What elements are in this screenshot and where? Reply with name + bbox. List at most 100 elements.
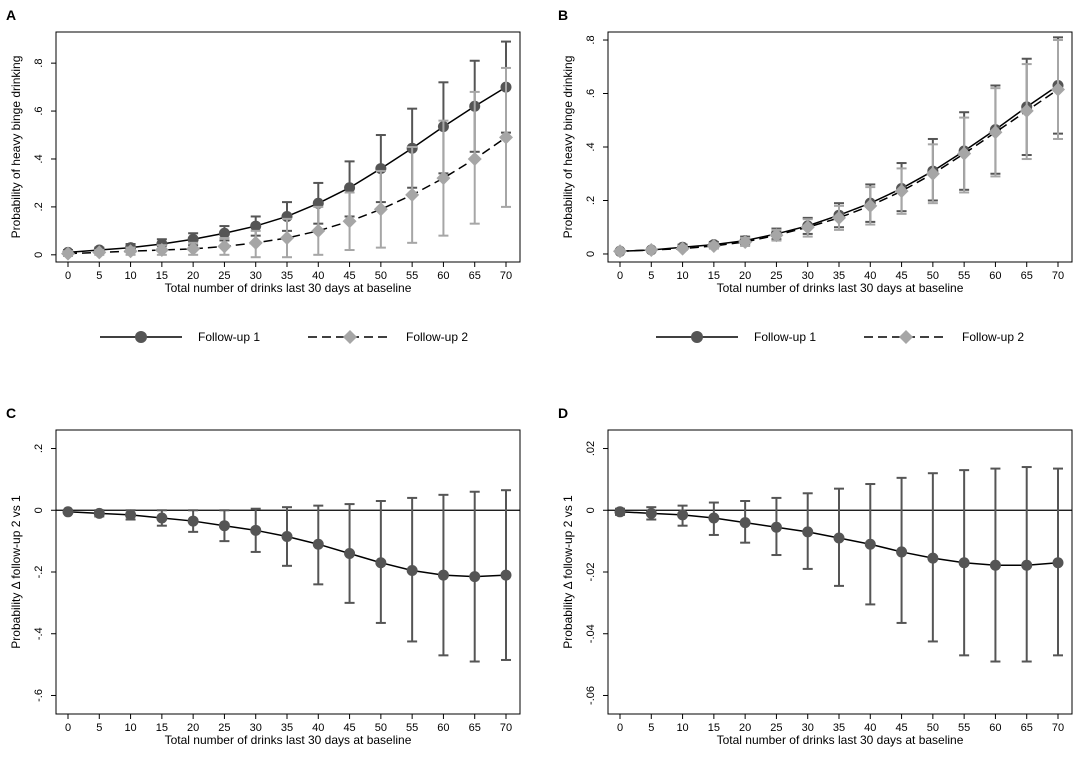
panel-c-y-tick-label: -.2 [33,566,45,579]
panel-d-difference-point [677,509,689,521]
panel-c-y-tick-label: -.6 [33,689,45,702]
panel-a: A 0 5 10 15 20 25 30 35 40 45 50 55 60 65 70 Total numb… [6,7,521,295]
panel-a-x-tick-label: 70 [500,270,512,282]
panel-d-difference-point [833,532,845,544]
panel-d-y-tick-label: 0 [585,507,597,513]
panel-c-x-tick-label: 10 [124,722,136,734]
panel-a-follow-up-2-point [280,231,294,246]
panel-b-x-tick-label: 30 [802,270,814,282]
panel-c-x-tick-label: 15 [156,722,168,734]
panel-d-y-axis-title: Probability Δ follow-up 2 vs 1 [561,495,575,649]
panel-b-follow-up-2-point [644,242,659,257]
panel-c-difference-point [156,512,168,524]
panel-a-follow-up-2-point [123,244,138,259]
panel-d-difference-point [896,546,908,558]
panel-a-x-tick-label: 60 [437,270,449,282]
panel-b-x-tick-label: 65 [1021,270,1033,282]
panel-c-y-tick-label: -.4 [33,627,45,640]
panel-d-difference-point [708,512,720,524]
panel-b-follow-up-2-point [800,220,815,235]
panel-c-x-tick-label: 55 [406,722,418,734]
panel-b-x-tick-label: 20 [739,270,751,282]
panel-b-follow-up-2-point [613,244,627,259]
panel-d-y-tick-label: .02 [585,441,597,456]
panel-c-difference-point [406,564,418,576]
panel-a-y-tick-label: 0 [33,252,45,258]
panel-b-x-tick-label: 50 [927,270,939,282]
panel-c-x-tick-label: 20 [187,722,199,734]
panel-d: D 0 5 10 15 20 25 30 35 40 45 50 55 60 65 70 Total numb… [558,405,1073,747]
panel-c-x-axis-title: Total number of drinks last 30 days at b… [165,733,412,747]
panel-a-follow-up-2-point [499,130,513,145]
panel-c: C 0 5 10 15 20 25 30 35 40 45 50 55 60 65 70 Total numb… [6,405,521,747]
panel-a-follow-up-2-point [248,235,263,250]
panel-b-follow-up-2-point [988,125,1003,140]
panel-b-follow-up-2-point [957,146,972,161]
panel-d-difference-point [770,521,782,533]
panel-b-follow-up-2-point [925,166,940,181]
panel-c-x-tick-label: 40 [312,722,324,734]
panel-a-x-tick-label: 20 [187,270,199,282]
panel-b-y-tick-label: .2 [585,196,597,205]
panel-c-y-tick-label: 0 [33,507,45,513]
panel-b-follow-up-2-point [832,210,846,225]
panel-d-y-tick-label: -.06 [585,686,597,705]
panel-c-label: C [6,405,16,421]
panel-a-follow-up-1-point [218,227,230,239]
panel-a-follow-up-1-point [344,182,356,194]
panel-c-x-tick-label: 30 [250,722,262,734]
panel-c-x-tick-label: 25 [218,722,230,734]
panel-c-y-tick-label: .2 [33,444,45,453]
panel-c-x-tick-label: 70 [500,722,512,734]
panel-d-difference-point [739,517,751,529]
panel-d-difference-point [958,557,970,569]
panel-c-difference-point [125,509,137,521]
panel-c-difference-point [312,538,324,550]
panel-a-y-tick-label: .2 [33,202,45,211]
panel-c-difference-point [469,571,481,583]
panel-a-follow-up-2-point [373,202,388,217]
panel-d-x-tick-label: 55 [958,722,970,734]
panel-c-difference-point [250,524,262,536]
panel-b-x-tick-label: 0 [617,270,623,282]
panel-d-x-tick-label: 45 [895,722,907,734]
panel-b-follow-up-2-point [706,238,721,253]
panel-d-x-tick-label: 60 [989,722,1001,734]
panel-d-x-tick-label: 50 [927,722,939,734]
panel-a-follow-up-2-line [67,136,507,255]
panel-b-y-axis-title: Probability of heavy binge drinking [561,56,575,239]
panel-b-x-tick-label: 70 [1052,270,1064,282]
panel-c-x-tick-label: 65 [469,722,481,734]
panel-d-difference-point [614,506,626,518]
panel-d-x-tick-label: 70 [1052,722,1064,734]
panel-b-y-tick-label: .6 [585,89,597,98]
panel-a-x-tick-label: 30 [250,270,262,282]
panel-c-y-axis-title: Probability Δ follow-up 2 vs 1 [9,495,23,649]
panel-c-x-tick-label: 35 [281,722,293,734]
legend-a-label-follow-up-2: Follow-up 2 [406,330,468,344]
panel-a-x-tick-label: 50 [375,270,387,282]
panel-d-x-tick-label: 5 [648,722,654,734]
panel-b-follow-up-2-point [769,228,784,243]
panel-d-label: D [558,405,568,421]
legend-a-marker-follow-up-2 [343,330,357,344]
panel-a-follow-up-2-point [92,245,107,260]
panel-a-label: A [6,7,16,23]
panel-a-follow-up-2-point [342,214,357,229]
panel-b-follow-up-2-point [1051,82,1065,97]
panel-a-y-tick-label: .6 [33,106,45,115]
panel-b-y-tick-label: 0 [585,251,597,257]
panel-d-x-tick-label: 40 [864,722,876,734]
panel-c-difference-point [281,531,293,542]
panel-a-y-tick-label: .4 [33,154,45,163]
panel-a-x-tick-label: 0 [65,270,71,282]
panel-c-difference-point [218,520,230,532]
panel-a-follow-up-2-point [154,243,169,258]
panel-d-x-tick-label: 25 [770,722,782,734]
panel-c-difference-point [375,557,387,569]
panel-b-x-tick-label: 55 [958,270,970,282]
panel-b-x-tick-label: 40 [864,270,876,282]
panel-b-x-axis-title: Total number of drinks last 30 days at b… [717,281,964,295]
panel-a-x-tick-label: 15 [156,270,168,282]
